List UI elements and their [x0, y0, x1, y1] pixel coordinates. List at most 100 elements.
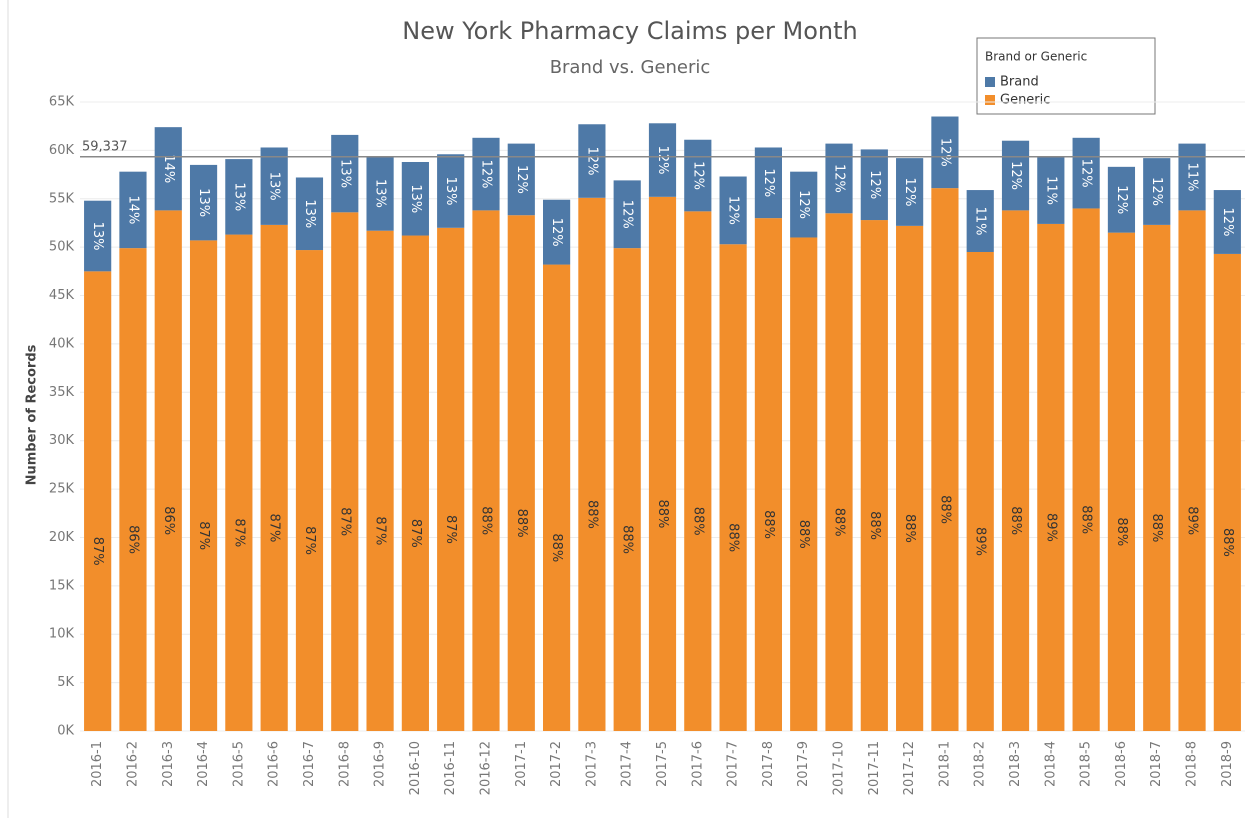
- data-label: 11%: [1185, 163, 1200, 192]
- bar-segment: [648, 196, 677, 731]
- bar-segment: [684, 139, 712, 212]
- bar-segment: [331, 134, 359, 213]
- x-tick-label: 2016-6: [267, 741, 282, 787]
- bar-segment: [1178, 143, 1206, 211]
- x-tick-label: 2018-5: [1079, 741, 1094, 787]
- bar-segment: [472, 210, 500, 732]
- x-tick-label: 2016-3: [161, 741, 176, 787]
- data-label: 12%: [655, 146, 670, 175]
- data-label: 12%: [902, 178, 917, 207]
- data-label: 12%: [937, 138, 952, 167]
- data-label: 11%: [973, 207, 988, 236]
- bar-segment: [154, 127, 182, 211]
- data-label: 12%: [832, 164, 847, 193]
- y-tick-label: 35K: [49, 385, 75, 400]
- x-tick-label: 2016-5: [231, 741, 246, 787]
- data-label: 88%: [584, 500, 599, 529]
- data-label: 88%: [726, 523, 741, 552]
- x-tick-label: 2016-1: [90, 741, 105, 787]
- x-tick-label: 2018-3: [1008, 741, 1023, 787]
- data-label: 12%: [1114, 185, 1129, 214]
- bar-segment: [1001, 140, 1030, 211]
- data-label: 14%: [161, 154, 176, 183]
- x-tick-label: 2017-4: [620, 741, 635, 787]
- bar-segment: [260, 224, 288, 732]
- legend-label: Brand: [1000, 75, 1039, 90]
- data-label: 89%: [973, 527, 988, 556]
- data-label: 12%: [1149, 177, 1164, 206]
- bar-segment: [437, 227, 465, 732]
- data-label: 12%: [620, 200, 635, 229]
- bar-segment: [366, 156, 394, 231]
- data-label: 88%: [1149, 513, 1164, 542]
- data-label: 12%: [726, 196, 741, 225]
- y-tick-label: 15K: [49, 578, 75, 593]
- data-label: 88%: [761, 510, 776, 539]
- chart-title: New York Pharmacy Claims per Month: [402, 17, 858, 45]
- bar-segment: [719, 244, 747, 731]
- data-label: 12%: [867, 170, 882, 199]
- data-label: 12%: [1220, 208, 1235, 237]
- bar-segment: [754, 147, 783, 219]
- bar-segment: [260, 147, 288, 225]
- x-tick-label: 2017-5: [655, 741, 670, 787]
- bar-segment: [613, 248, 641, 732]
- bar-segment: [790, 237, 818, 731]
- bar-segment: [542, 264, 571, 731]
- data-label: 13%: [443, 177, 458, 206]
- data-label: 86%: [161, 506, 176, 535]
- x-tick-label: 2016-8: [337, 741, 352, 787]
- bar-segment: [1037, 157, 1065, 224]
- bar-segment: [1143, 158, 1171, 225]
- bar-segment: [896, 225, 924, 731]
- bar-segment: [507, 215, 535, 732]
- data-label: 13%: [337, 159, 352, 188]
- data-label: 88%: [1114, 517, 1129, 546]
- data-label: 13%: [267, 172, 282, 201]
- x-tick-label: 2017-2: [549, 741, 564, 787]
- data-label: 89%: [1043, 513, 1058, 542]
- bar-segment: [366, 230, 394, 732]
- bar-segment: [966, 251, 994, 731]
- x-tick-label: 2017-3: [584, 741, 599, 787]
- x-tick-label: 2016-10: [408, 741, 423, 795]
- data-label: 88%: [514, 509, 529, 538]
- data-label: 12%: [549, 218, 564, 247]
- data-label: 88%: [832, 508, 847, 537]
- data-label: 12%: [514, 165, 529, 194]
- data-label: 87%: [302, 526, 317, 555]
- data-label: 88%: [796, 520, 811, 549]
- legend-swatch: [985, 77, 995, 87]
- legend-box: [976, 37, 1156, 115]
- bar-segment: [295, 250, 324, 731]
- y-axis-title: Number of Records: [25, 344, 40, 485]
- x-tick-label: 2017-10: [832, 741, 847, 795]
- bar-segment: [331, 212, 359, 732]
- bar-segment: [578, 124, 606, 198]
- data-label: 13%: [90, 222, 105, 251]
- data-label: 87%: [231, 518, 246, 547]
- data-label: 12%: [1079, 159, 1094, 188]
- bar-segment: [648, 123, 677, 197]
- x-tick-label: 2018-9: [1220, 741, 1235, 787]
- data-label: 87%: [90, 537, 105, 566]
- data-label: 88%: [620, 525, 635, 554]
- data-label: 88%: [478, 506, 493, 535]
- bar-segment: [754, 218, 783, 732]
- data-label: 89%: [1185, 506, 1200, 535]
- legend-label: Generic: [1000, 93, 1050, 108]
- bar-segment: [542, 199, 571, 265]
- data-label: 13%: [196, 188, 211, 217]
- x-tick-label: 2016-2: [125, 741, 140, 787]
- bar-segment: [1072, 208, 1100, 731]
- bar-segment: [1178, 210, 1206, 732]
- y-tick-label: 20K: [49, 530, 75, 545]
- data-label: 13%: [408, 184, 423, 213]
- bar-segment: [189, 164, 218, 241]
- data-label: 87%: [267, 513, 282, 542]
- bar-segment: [1107, 166, 1136, 233]
- data-label: 88%: [690, 507, 705, 536]
- bar-segment: [1037, 223, 1065, 731]
- bar-segment: [1107, 232, 1136, 731]
